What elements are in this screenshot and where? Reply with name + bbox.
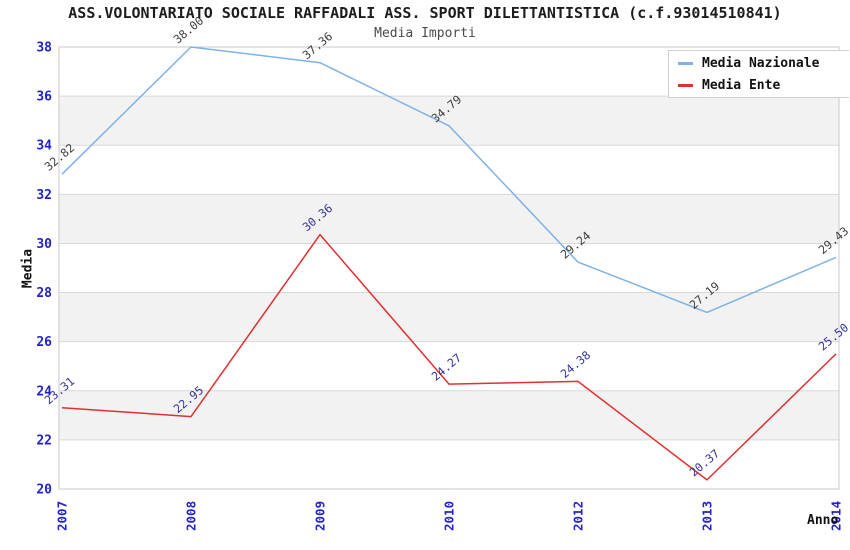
series-line-media-nazionale [61,46,837,314]
plot-border [58,46,840,490]
media-nazionale-line-icon [678,61,693,65]
legend-item-media-ente: Media Ente [678,78,849,93]
point-label: 24.38 [558,348,594,381]
media-ente-line-icon [678,83,693,87]
y-tick-label: 28 [36,286,52,301]
y-tick-label: 26 [36,335,52,350]
y-tick-label: 38 [36,41,52,56]
y-tick-label: 30 [36,237,52,252]
point-label: 20.37 [687,446,723,479]
plot-band [59,194,839,244]
legend-label: Media Nazionale [702,55,820,71]
y-tick-label: 24 [36,384,52,399]
plot-band [59,390,839,440]
plot-band [59,292,839,342]
y-tick-label: 32 [36,188,52,203]
x-tick-label: 2008 [184,501,199,531]
y-tick-label: 22 [36,433,52,448]
y-tick-label: 34 [36,139,52,154]
legend-item-media-nazionale: Media Nazionale [678,56,849,71]
y-axis-title: Media [20,248,36,289]
legend-label: Media Ente [702,77,781,93]
x-tick-label: 2010 [442,501,457,531]
y-tick-label: 36 [36,90,52,105]
x-axis-title: Anno [807,513,839,528]
x-tick-label: 2014 [829,501,844,531]
x-tick-label: 2012 [571,501,586,531]
x-tick-label: 2013 [700,501,715,531]
y-tick-label: 20 [36,483,52,498]
chart-title: ASS.VOLONTARIATO SOCIALE RAFFADALI ASS. … [68,4,782,22]
legend: Media Nazionale Media Ente [668,50,849,98]
chart-subtitle: Media Importi [374,26,476,41]
x-tick-label: 2009 [313,501,328,531]
series-line-media-ente [61,233,837,481]
x-tick-label: 2007 [55,501,70,531]
plot-band [59,96,839,146]
